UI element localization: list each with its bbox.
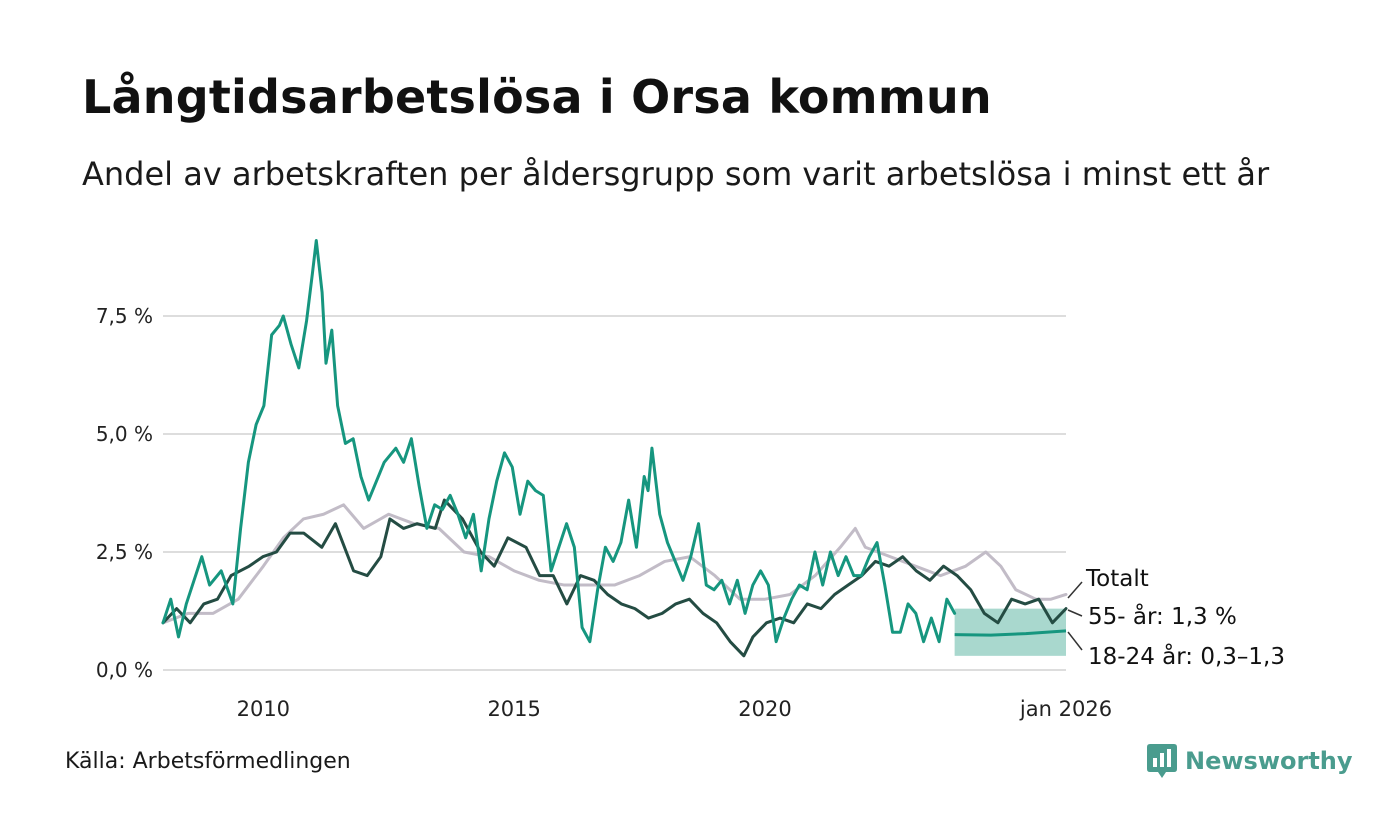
forecast-line xyxy=(954,629,1067,637)
brand-name: Newsworthy xyxy=(1185,747,1353,775)
series-line-senior xyxy=(161,498,1068,658)
end-label-0: Totalt xyxy=(1085,566,1149,592)
y-tick-label: 2,5 % xyxy=(96,540,153,564)
chart-subtitle: Andel av arbetskraften per åldersgrupp s… xyxy=(82,155,1270,193)
end-label-leader xyxy=(1067,581,1083,599)
series-line-total xyxy=(161,503,1068,625)
series-layer xyxy=(161,238,1068,658)
end-labels: Totalt 55- år: 1,3 % 18-24 år: 0,3–1,3 xyxy=(1067,566,1285,670)
axis-labels: 0,0 % 2,5 % 5,0 % 7,5 % 2010 2015 2020 jan 2026 xyxy=(96,304,1112,721)
end-label-1: 55- år: 1,3 % xyxy=(1088,602,1237,630)
x-tick-label: 2020 xyxy=(738,697,791,721)
chart-title: Långtidsarbetslösa i Orsa kommun xyxy=(82,70,992,124)
source-note: Källa: Arbetsförmedlingen xyxy=(65,749,351,774)
gridlines xyxy=(163,315,1066,671)
x-tick-label: 2010 xyxy=(237,697,290,721)
series-line-youth xyxy=(161,238,957,644)
end-label-leader xyxy=(1067,609,1083,617)
x-tick-label: 2015 xyxy=(487,697,540,721)
y-tick-label: 0,0 % xyxy=(96,658,153,682)
brand: Newsworthy xyxy=(1147,744,1353,778)
y-tick-label: 7,5 % xyxy=(96,304,153,328)
newsworthy-logo-icon xyxy=(1147,744,1177,778)
end-label-leader xyxy=(1067,631,1083,651)
end-label-2: 18-24 år: 0,3–1,3 xyxy=(1088,642,1285,670)
x-tick-label: jan 2026 xyxy=(1019,697,1112,721)
y-tick-label: 5,0 % xyxy=(96,422,153,446)
